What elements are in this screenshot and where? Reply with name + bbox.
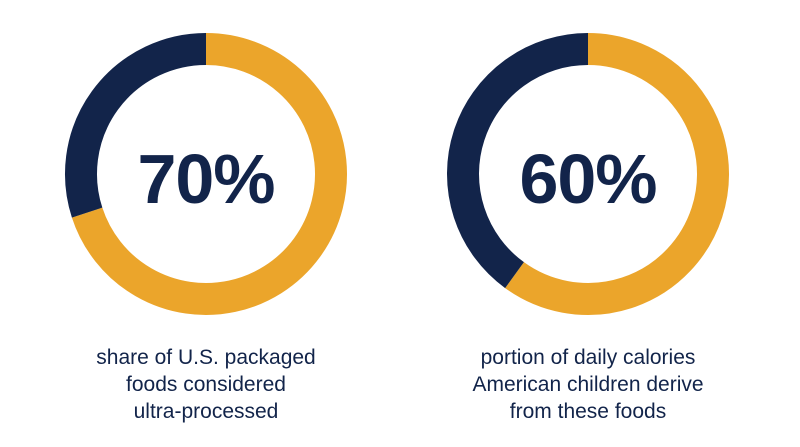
caption-line: American children derive bbox=[472, 373, 704, 396]
percentage-value: 70% bbox=[137, 140, 275, 218]
percentage-value: 60% bbox=[519, 140, 657, 218]
stat-children-calories: 60% portion of daily calories American c… bbox=[438, 0, 738, 447]
stat-caption: portion of daily calories American child… bbox=[438, 344, 738, 425]
caption-line: share of U.S. packaged bbox=[96, 346, 316, 369]
stat-caption: share of U.S. packaged foods considered … bbox=[56, 344, 356, 425]
caption-line: portion of daily calories bbox=[480, 346, 696, 369]
caption-line: ultra-processed bbox=[133, 400, 279, 423]
donut-slice-highlight bbox=[71, 33, 347, 315]
caption-line: foods considered bbox=[126, 373, 286, 396]
stat-ultra-processed-share: 70% share of U.S. packaged foods conside… bbox=[56, 0, 356, 447]
donut-slice-remainder bbox=[447, 33, 589, 289]
donut-slice-remainder bbox=[65, 33, 207, 218]
donut-chart bbox=[447, 33, 729, 315]
donut-slice-highlight bbox=[505, 33, 729, 315]
donut-chart bbox=[65, 33, 347, 315]
caption-line: from these foods bbox=[509, 400, 667, 423]
